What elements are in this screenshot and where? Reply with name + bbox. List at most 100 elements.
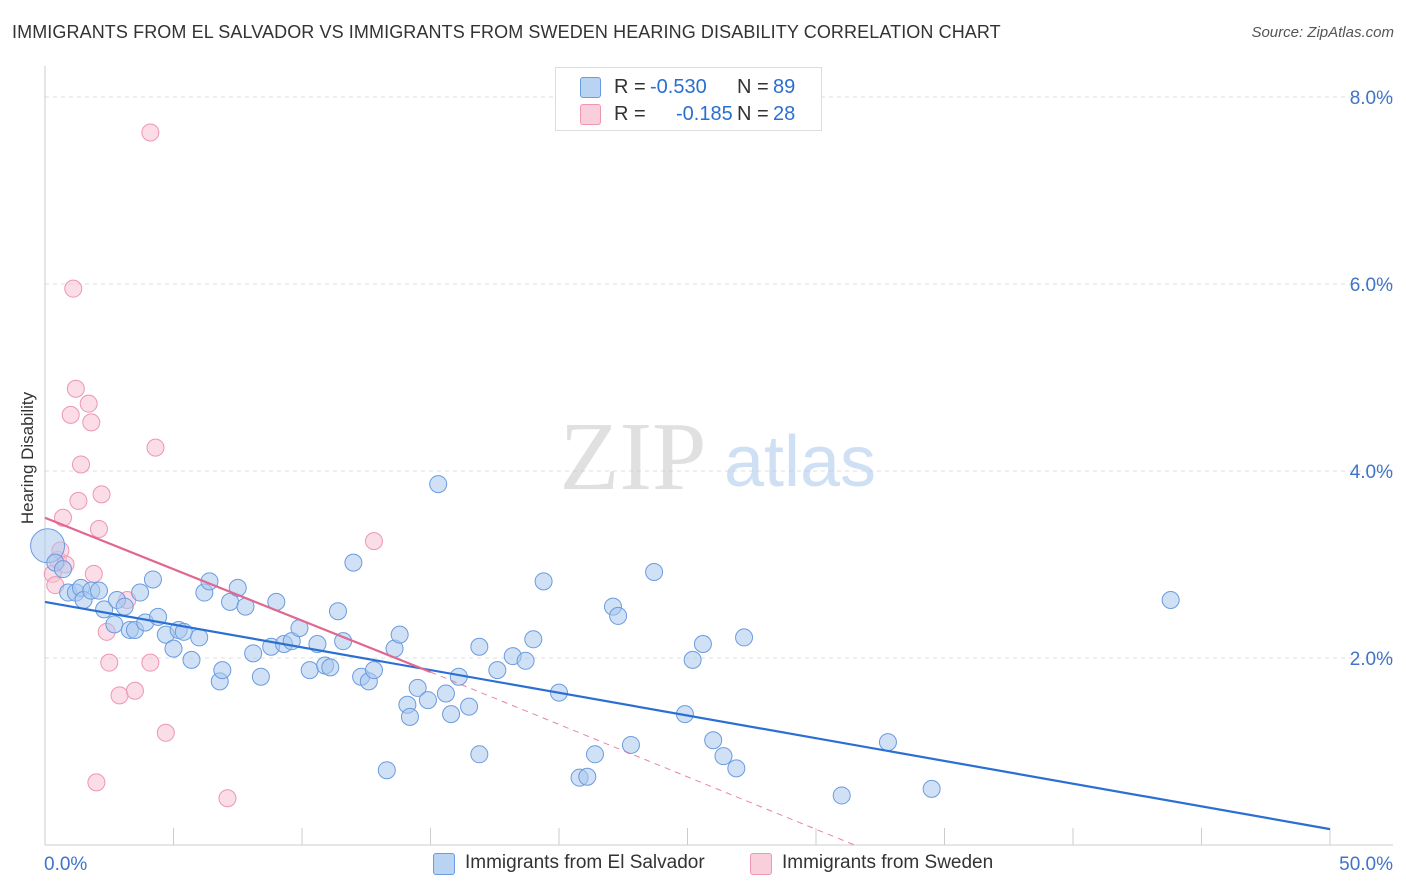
- tick-labels: 2.0% 4.0% 6.0% 8.0% 0.0% 50.0%: [44, 88, 1393, 875]
- blue-point: [321, 658, 340, 677]
- series-sweden-points: [43, 123, 383, 808]
- blue-point: [578, 767, 597, 786]
- pink-point: [110, 686, 129, 705]
- series-el-salvador-points: [30, 475, 1180, 805]
- blue-point: [190, 628, 209, 647]
- blue-point: [344, 553, 363, 572]
- blue-point: [1161, 591, 1180, 610]
- trendline-el-salvador: [44, 600, 1331, 831]
- trendline-sweden: [44, 516, 431, 674]
- blue-point: [131, 583, 150, 602]
- pink-point: [146, 438, 165, 457]
- blue-point: [300, 661, 319, 680]
- n-label: N =: [737, 76, 769, 98]
- pink-point: [82, 413, 101, 432]
- pink-point: [156, 723, 175, 742]
- trendline-sweden-extension: [430, 671, 855, 846]
- blue-point: [585, 745, 604, 764]
- pink-point: [64, 279, 83, 298]
- blue-point: [693, 634, 712, 653]
- blue-point: [377, 761, 396, 780]
- legend-label-el-salvador: Immigrants from El Salvador: [465, 852, 705, 873]
- legend-swatch-pink: [580, 104, 601, 125]
- watermark-atlas: atlas: [724, 422, 876, 502]
- blue-point: [390, 625, 409, 644]
- blue-point: [418, 691, 437, 710]
- pink-point: [69, 491, 88, 510]
- blue-point: [488, 661, 507, 680]
- blue-point: [878, 733, 897, 752]
- gridlines: [45, 96, 1393, 659]
- blue-point: [244, 644, 263, 663]
- r-label: R =: [614, 103, 646, 125]
- r-value-sweden: -0.185: [676, 103, 733, 125]
- x-tick-label-max: 50.0%: [1339, 854, 1393, 875]
- blue-point: [164, 639, 183, 658]
- blue-point: [470, 745, 489, 764]
- blue-point: [683, 650, 702, 669]
- y-tick-label: 6.0%: [1350, 275, 1393, 296]
- n-value-el-salvador: 89: [773, 76, 796, 98]
- blue-point: [922, 779, 941, 798]
- pink-point: [92, 485, 111, 504]
- blue-point: [89, 581, 108, 600]
- blue-point: [53, 560, 72, 579]
- y-tick-label: 2.0%: [1350, 649, 1393, 670]
- blue-point: [516, 651, 535, 670]
- blue-point: [105, 615, 124, 634]
- blue-point: [251, 667, 270, 686]
- blue-point: [213, 661, 232, 680]
- legend-swatch-blue: [580, 77, 601, 98]
- pink-point: [141, 653, 160, 672]
- source-label: Source: ZipAtlas.com: [1251, 24, 1394, 41]
- pink-point: [218, 789, 237, 808]
- legend-label-sweden: Immigrants from Sweden: [782, 852, 994, 873]
- blue-point: [832, 786, 851, 805]
- pink-point: [364, 532, 383, 551]
- y-tick-label: 8.0%: [1350, 88, 1393, 109]
- r-value-el-salvador: -0.530: [650, 76, 707, 98]
- y-axis-label: Hearing Disability: [18, 391, 37, 525]
- blue-point: [645, 562, 664, 581]
- watermark-zip: ZIP: [560, 403, 707, 511]
- blue-point: [735, 628, 754, 647]
- blue-point: [143, 570, 162, 589]
- pink-point: [100, 653, 119, 672]
- pink-point: [61, 405, 80, 424]
- blue-point: [470, 637, 489, 656]
- pink-point: [66, 379, 85, 398]
- watermark: ZIP atlas: [560, 403, 877, 511]
- blue-point: [436, 684, 455, 703]
- chart-title: IMMIGRANTS FROM EL SALVADOR VS IMMIGRANT…: [12, 22, 1001, 42]
- pink-point: [87, 773, 106, 792]
- pink-point: [79, 394, 98, 413]
- blue-point: [115, 597, 134, 616]
- x-tick-label-min: 0.0%: [44, 854, 87, 875]
- y-tick-label: 4.0%: [1350, 462, 1393, 483]
- blue-point: [364, 661, 383, 680]
- blue-point: [534, 572, 553, 591]
- legend-swatch-pink: [750, 853, 772, 875]
- n-label: N =: [737, 103, 769, 125]
- pink-point: [53, 508, 72, 527]
- blue-point: [727, 759, 746, 778]
- legend-stats: R = -0.530 N = 89 R = -0.185 N = 28: [555, 67, 822, 131]
- pink-point: [84, 564, 103, 583]
- blue-point: [182, 650, 201, 669]
- pink-point: [71, 455, 90, 474]
- legend-swatch-blue: [433, 853, 455, 875]
- blue-point: [429, 475, 448, 494]
- blue-point: [524, 630, 543, 649]
- blue-point: [714, 747, 733, 766]
- blue-point: [609, 606, 628, 625]
- axes: [44, 66, 1393, 846]
- blue-point: [704, 731, 723, 750]
- blue-point: [442, 705, 461, 724]
- pink-point: [89, 519, 108, 538]
- blue-point: [328, 602, 347, 621]
- pink-point: [125, 681, 144, 700]
- trendlines: [44, 516, 1331, 846]
- n-value-sweden: 28: [773, 103, 796, 125]
- blue-point: [408, 678, 427, 697]
